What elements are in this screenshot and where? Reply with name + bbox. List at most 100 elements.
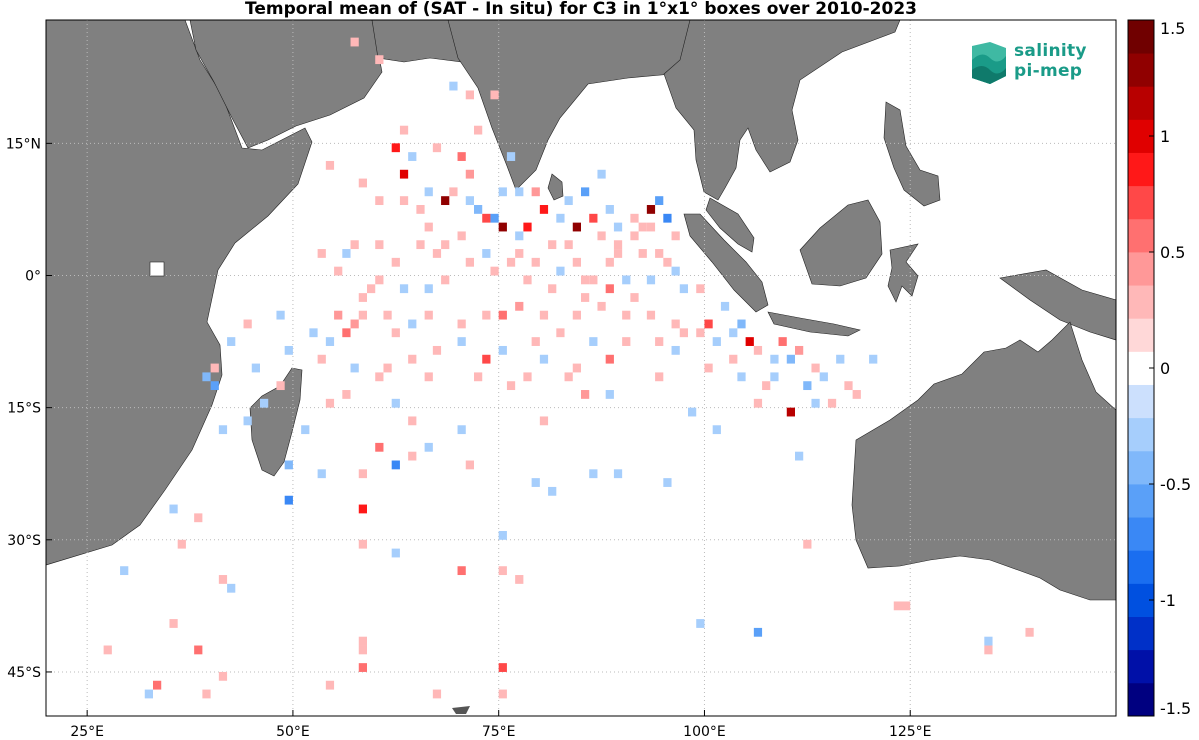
data-box-44	[375, 275, 384, 285]
y-axis-ticks: 15°N 0° 15°S 30°S 45°S	[6, 136, 52, 681]
data-box-193	[589, 337, 598, 346]
land-java	[767, 311, 861, 337]
data-box-240	[482, 249, 491, 258]
data-box-138	[169, 619, 178, 628]
data-box-93	[284, 345, 293, 355]
data-box-172	[564, 196, 573, 206]
data-box-196	[671, 345, 680, 355]
data-box-241	[506, 257, 516, 267]
colorbar-swatch-19	[1128, 53, 1154, 87]
logo-line1: salinity	[1014, 41, 1087, 61]
data-box-143	[498, 663, 507, 672]
data-box-121	[613, 469, 623, 479]
data-box-148	[218, 671, 228, 681]
data-box-199	[474, 372, 483, 382]
data-box-214	[506, 381, 516, 391]
data-box-31	[613, 240, 623, 250]
logo-line2: pi-mep	[1014, 61, 1083, 81]
data-box-71	[795, 345, 804, 355]
data-box-89	[210, 363, 219, 373]
data-box-100	[581, 390, 590, 399]
data-box-70	[778, 337, 787, 346]
data-box-114	[358, 469, 367, 479]
data-box-38	[523, 275, 532, 285]
data-box-113	[375, 442, 384, 452]
data-box-223	[844, 381, 853, 391]
data-box-36	[605, 257, 614, 267]
data-box-52	[515, 301, 524, 311]
data-box-84	[342, 328, 351, 338]
colorbar-tick-label-4: -0.5	[1160, 475, 1191, 494]
data-box-131	[498, 566, 507, 576]
data-box-62	[696, 328, 705, 338]
data-box-123	[284, 495, 293, 505]
data-box-108	[852, 390, 861, 399]
data-box-155	[902, 601, 911, 611]
data-box-37	[556, 266, 565, 276]
data-box-21	[358, 178, 367, 188]
data-box-228	[441, 275, 450, 285]
data-box-75	[572, 363, 581, 373]
data-box-179	[424, 187, 433, 197]
logo-waves-icon	[972, 42, 1006, 84]
data-box-158	[1025, 627, 1034, 637]
data-box-153	[753, 627, 763, 637]
data-box-225	[696, 284, 705, 294]
data-box-65	[745, 337, 754, 346]
data-box-72	[811, 363, 820, 373]
salinity-pi-mep-logo: salinity pi-mep	[966, 40, 1096, 86]
data-box-11	[490, 213, 499, 223]
data-box-64	[729, 328, 738, 338]
data-box-83	[350, 319, 359, 329]
data-box-157	[984, 645, 993, 655]
colorbar: 1.5 1 0.5 0 -0.5 -1 -1.5	[1127, 19, 1191, 718]
data-box-103	[811, 398, 820, 408]
data-box-180	[449, 187, 458, 197]
data-box-217	[704, 363, 713, 373]
data-box-226	[679, 284, 688, 294]
data-box-126	[177, 539, 186, 549]
colorbar-swatch-9	[1128, 384, 1154, 419]
data-box-189	[630, 293, 639, 302]
data-box-20	[424, 222, 433, 232]
data-box-99	[539, 416, 549, 426]
land-masses	[46, 20, 1116, 714]
data-box-161	[375, 55, 384, 65]
colorbar-swatch-6	[1128, 484, 1154, 518]
data-box-88	[227, 337, 236, 346]
data-box-50	[482, 310, 491, 320]
data-box-224	[720, 301, 730, 311]
data-box-10	[581, 187, 590, 197]
data-box-160	[350, 37, 359, 47]
land-iran-pakistan	[371, 20, 463, 63]
data-box-137	[227, 583, 236, 593]
data-box-176	[630, 213, 639, 223]
data-box-78	[498, 345, 507, 355]
data-box-132	[457, 566, 466, 576]
colorbar-tick-label-3: 0	[1160, 359, 1170, 378]
data-box-134	[803, 539, 812, 549]
y-tick-label-1: 0°	[25, 268, 41, 284]
data-box-125	[194, 513, 203, 523]
data-box-156	[984, 636, 993, 646]
land-madagascar	[249, 367, 303, 477]
colorbar-tick-label-1: 1	[1160, 127, 1170, 146]
data-box-85	[309, 328, 318, 338]
data-box-102	[712, 425, 721, 435]
colorbar-swatch-4	[1128, 550, 1154, 584]
data-box-150	[432, 689, 442, 699]
colorbar-swatch-14	[1128, 218, 1154, 253]
x-tick-label-0: 25°E	[70, 724, 104, 740]
data-box-51	[498, 310, 507, 320]
data-box-115	[408, 451, 417, 461]
data-box-165	[325, 160, 335, 170]
colorbar-swatch-8	[1128, 417, 1154, 452]
data-box-227	[465, 257, 474, 267]
data-box-237	[613, 249, 623, 258]
data-box-110	[284, 460, 293, 470]
data-box-79	[482, 354, 491, 364]
data-box-73	[836, 354, 845, 364]
data-box-56	[605, 284, 614, 294]
data-box-30	[597, 231, 606, 241]
map-title: Temporal mean of (SAT - In situ) for C3 …	[245, 0, 917, 19]
